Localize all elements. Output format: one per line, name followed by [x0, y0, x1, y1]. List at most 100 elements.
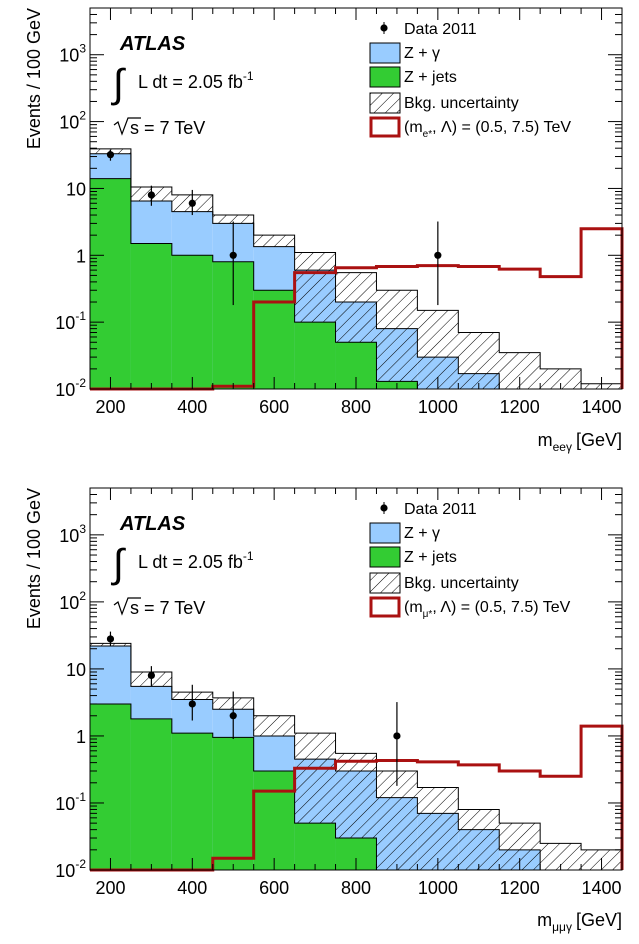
legend: Data 2011 Z + γ Z + jets Bkg. uncertainty (m…	[369, 21, 571, 140]
legend-uncertainty-label: Bkg. uncertainty	[404, 575, 519, 592]
axis-ticks	[90, 487, 622, 871]
atlas-label: ATLAS	[119, 513, 186, 535]
x-tick-label: 1000	[418, 397, 458, 417]
y-tick-label: 1	[76, 246, 86, 266]
zjets-bin	[253, 770, 295, 870]
y-tick-label: 102	[59, 589, 86, 613]
x-tick-label: 600	[259, 397, 289, 417]
x-tick-label: 1200	[500, 397, 540, 417]
x-tick-labels: 200 400 600 800 1000 1200 1400	[95, 397, 621, 417]
zjets-bin	[294, 823, 336, 870]
uncertainty-bin	[417, 310, 459, 358]
uncertainty-bin	[335, 272, 377, 303]
plot-area	[89, 487, 624, 872]
x-tick-label: 1400	[582, 397, 622, 417]
x-tick-label: 1000	[418, 878, 458, 898]
legend-data-label: Data 2011	[404, 501, 477, 518]
legend-uncertainty-label: Bkg. uncertainty	[404, 95, 519, 112]
svg-text:s = 7 TeV: s = 7 TeV	[130, 598, 205, 618]
zjets-bin	[294, 322, 336, 389]
legend-zjets-label: Z + jets	[404, 549, 457, 566]
legend: Data 2011 Z + γ Z + jets Bkg. uncertainty (m…	[369, 501, 571, 620]
uncertainty-bin	[294, 252, 336, 271]
legend-zjets-swatch	[369, 546, 401, 568]
legend-signal-label: (me*, Λ) = (0.5, 7.5) TeV	[404, 119, 571, 140]
uncertainty-overlay-bin	[335, 770, 377, 839]
data-point	[229, 251, 237, 259]
data-point	[147, 671, 155, 680]
atlas-label: ATLAS	[119, 33, 186, 55]
uncertainty-bin	[458, 332, 500, 374]
legend-signal-swatch	[369, 116, 401, 138]
data-point	[106, 151, 115, 159]
hist-layer	[89, 642, 624, 872]
chart-panel-electron: 10-2 10-1 1 10 102 103 200 400 600 800 1000 1200 14…	[24, 7, 624, 454]
y-tick-label: 103	[59, 42, 86, 66]
legend-signal-swatch	[369, 596, 401, 618]
uncertainty-bin	[253, 715, 295, 736]
y-tick-labels: 10-2 10-1 1 10 102 103	[55, 522, 86, 881]
zjets-bin	[171, 255, 213, 389]
x-tick-label: 400	[177, 878, 207, 898]
x-tick-label: 800	[341, 878, 371, 898]
uncertainty-outline	[89, 148, 623, 389]
zjets-bin	[130, 243, 172, 389]
legend-uncertainty-swatch	[369, 572, 401, 594]
uncertainty-overlay-bin	[458, 373, 500, 389]
x-tick-label: 400	[177, 397, 207, 417]
data-point	[434, 251, 442, 259]
x-tick-label: 800	[341, 397, 371, 417]
sqrt-s-label: s = 7 TeV	[113, 597, 205, 618]
uncertainty-overlay-bin	[376, 797, 418, 870]
zjets-bin	[171, 733, 213, 870]
luminosity-label: L dt = 2.05 fb-1	[138, 549, 254, 572]
y-axis-label: Events / 100 GeV	[24, 488, 44, 629]
uncertainty-overlay-bin	[335, 302, 377, 343]
legend-data-marker	[380, 504, 388, 512]
x-tick-labels: 200 400 600 800 1000 1200 1400	[95, 878, 621, 898]
uncertainty-bin	[540, 368, 582, 389]
uncertainty-bin	[212, 215, 254, 224]
hist-layer	[89, 148, 624, 391]
x-tick-label: 1400	[582, 878, 622, 898]
axis-ticks	[90, 7, 622, 390]
zjets-bin	[90, 178, 131, 389]
uncertainty-bin	[458, 809, 500, 830]
integral-sign: ∫	[111, 542, 127, 586]
sqrt-sign	[113, 117, 141, 136]
x-axis-label: meeγ [GeV]	[538, 430, 622, 454]
luminosity-label: L dt = 2.05 fb-1	[138, 69, 254, 92]
legend-uncertainty-swatch	[369, 92, 401, 114]
data-point	[106, 635, 115, 643]
signal-line	[90, 724, 624, 872]
data-point	[188, 700, 196, 708]
uncertainty-bin	[499, 823, 541, 850]
legend-signal-label: (mμ*, Λ) = (0.5, 7.5) TeV	[404, 599, 571, 620]
y-tick-label: 10-1	[55, 309, 86, 333]
data-points	[106, 149, 442, 306]
y-tick-label: 10	[66, 660, 86, 680]
x-axis-label: mμμγ [GeV]	[537, 910, 622, 934]
uncertainty-bin	[417, 787, 459, 814]
data-points	[106, 631, 401, 786]
data-point	[393, 732, 401, 740]
integral-sign: ∫	[111, 62, 127, 106]
legend-zgamma-swatch	[369, 522, 401, 544]
x-tick-label: 600	[259, 878, 289, 898]
uncertainty-bin	[376, 290, 418, 329]
zjets-bin	[253, 290, 295, 389]
legend-zjets-swatch	[369, 66, 401, 88]
y-axis-label: Events / 100 GeV	[24, 8, 44, 149]
legend-zgamma-label: Z + γ	[404, 525, 440, 542]
uncertainty-bin	[253, 235, 295, 247]
x-tick-label: 1200	[500, 878, 540, 898]
y-tick-labels: 10-2 10-1 1 10 102 103	[55, 42, 86, 400]
legend-zjets-label: Z + jets	[404, 69, 457, 86]
chart-panel-muon: 10-2 10-1 1 10 102 103 200 400 600 800 1000 1200 14…	[24, 487, 624, 934]
y-tick-label: 103	[59, 522, 86, 546]
svg-text:s = 7 TeV: s = 7 TeV	[130, 118, 205, 138]
x-tick-label: 200	[95, 878, 125, 898]
y-tick-label: 10-2	[55, 857, 86, 881]
data-point	[229, 712, 237, 720]
